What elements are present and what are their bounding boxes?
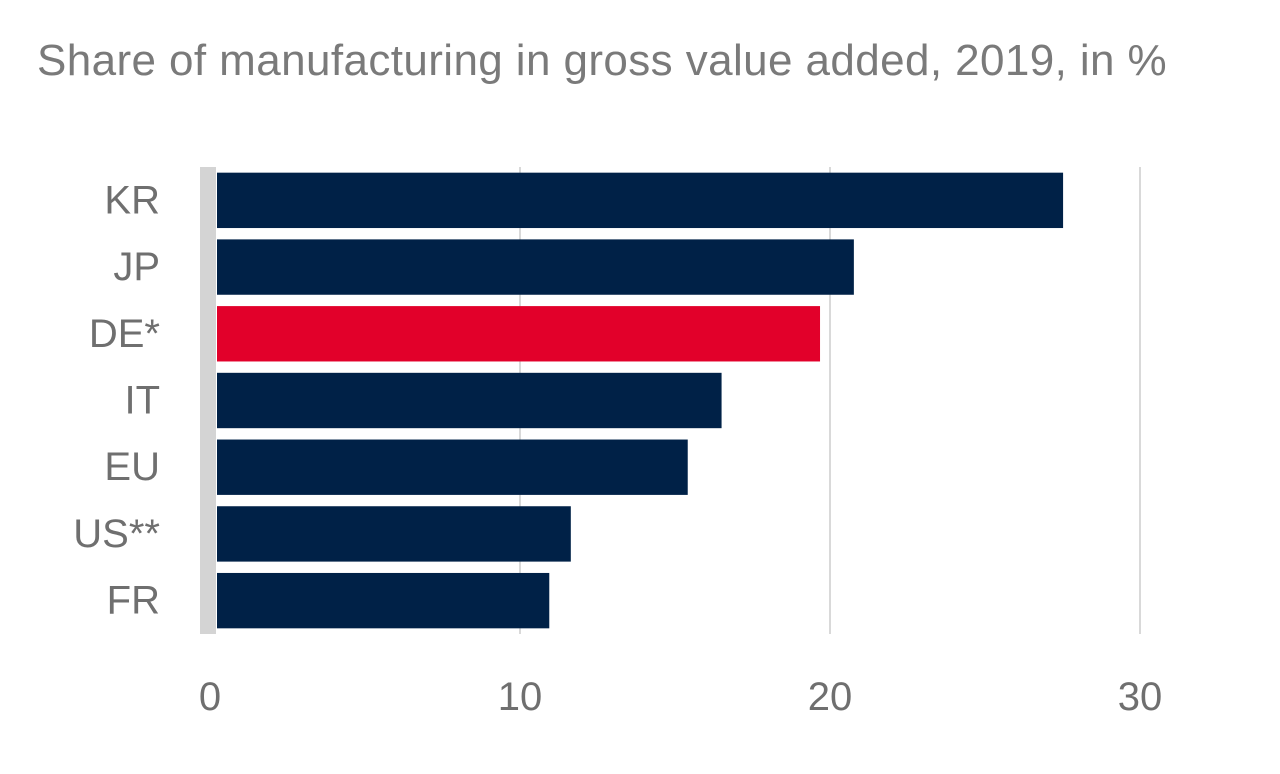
category-labels: KR JP DE* IT EU US** FR: [73, 178, 160, 622]
bar-de: [217, 306, 821, 362]
category-label: JP: [113, 245, 160, 289]
category-label: FR: [107, 579, 160, 623]
bar-it: [217, 372, 722, 429]
bar-fr: [217, 572, 550, 629]
zero-axis-line: [200, 167, 216, 634]
x-tick-label: 20: [808, 675, 853, 719]
bar-jp: [217, 239, 854, 295]
x-tick-label: 0: [199, 675, 221, 719]
x-tick-labels: 0 10 20 30: [199, 675, 1162, 719]
bar-us: [217, 506, 571, 562]
bar-kr: [217, 172, 1064, 229]
category-label: US**: [73, 512, 160, 556]
chart-title: Share of manufacturing in gross value ad…: [37, 36, 1168, 85]
category-label: IT: [124, 379, 160, 423]
x-tick-label: 10: [498, 675, 543, 719]
category-label: EU: [104, 445, 160, 489]
category-label: DE*: [89, 312, 160, 356]
category-label: KR: [104, 178, 160, 222]
bar-eu: [217, 439, 688, 495]
x-tick-label: 30: [1118, 675, 1163, 719]
bars: [217, 172, 1064, 629]
y-axis: [200, 167, 216, 634]
